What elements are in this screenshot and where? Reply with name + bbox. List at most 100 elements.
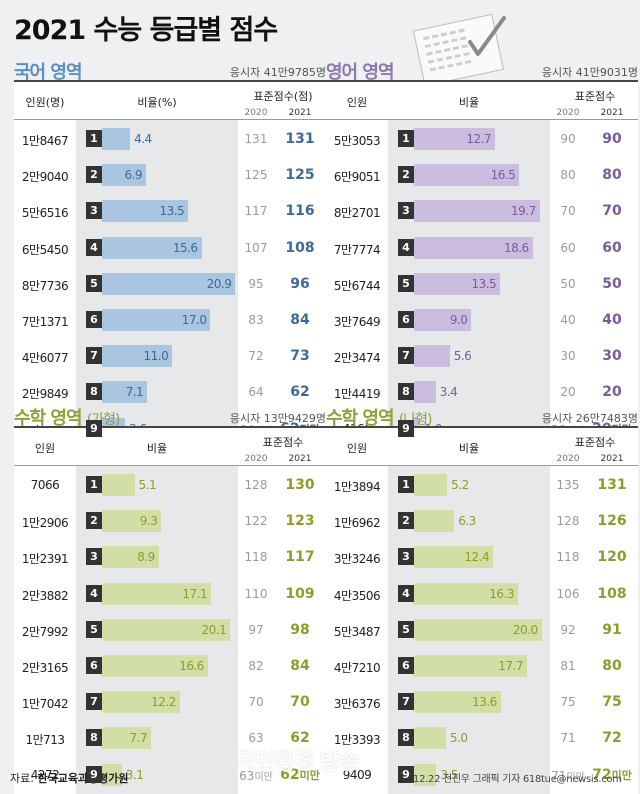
grade-label: 9 xyxy=(86,419,102,437)
score-2021-value: 80 xyxy=(602,658,622,674)
grade-row: 1만2391 3 8.9 118 117 xyxy=(14,542,326,572)
grade-row: 1만7042 7 12.2 70 70 xyxy=(14,687,326,717)
score-2020: 125 xyxy=(238,168,274,182)
bar-mark xyxy=(102,510,162,533)
grade-row: 6만9051 2 16.5 80 80 xyxy=(326,160,638,190)
value-label: 16.6 xyxy=(179,659,204,673)
grade-row: 6만5450 4 15.6 107 108 xyxy=(14,233,326,263)
grade-row: 3만6376 7 13.6 75 75 xyxy=(326,687,638,717)
score-2021: 30 xyxy=(586,348,638,364)
header-ratio: 비율 xyxy=(458,96,480,109)
header-year-2021: 2021 xyxy=(288,454,312,464)
score-2020-value: 118 xyxy=(244,550,268,565)
score-2021: 60 xyxy=(586,240,638,256)
grade-row: 1만2906 2 9.3 122 123 xyxy=(14,506,326,536)
value-label: 5.2 xyxy=(451,478,469,492)
count-label: 2만3882 xyxy=(21,588,69,603)
header-ratio: 비율 xyxy=(458,442,480,455)
header-people: 인원 xyxy=(346,442,368,455)
score-2021-value: 123 xyxy=(285,513,315,530)
value-label: 18.6 xyxy=(503,240,529,255)
grade-row: 1만8467 1 4.4 131 131 xyxy=(14,124,326,154)
score-2021-value: 50 xyxy=(602,275,622,292)
grade-row: 4만6077 7 11.0 72 73 xyxy=(14,341,326,371)
score-2021: 84 xyxy=(274,312,326,328)
score-2021-value: 96 xyxy=(290,275,310,292)
grade-row: 5만3053 1 12.7 90 90 xyxy=(326,124,638,154)
bar-mark xyxy=(102,200,189,223)
header-year-2020: 2020 xyxy=(556,454,580,464)
grade-label: 8 xyxy=(86,383,102,401)
value-label: 13.5 xyxy=(159,204,185,219)
value-label: 7.7 xyxy=(129,731,148,746)
score-2021: 20 xyxy=(586,384,638,400)
value-label: 17.0 xyxy=(181,313,207,327)
score-2020: 30 xyxy=(550,349,586,363)
score-2020: 81 xyxy=(550,659,586,673)
bar-mark xyxy=(414,474,448,496)
header-year-2020: 2020 xyxy=(556,108,580,118)
score-2021: 90 xyxy=(586,131,638,147)
count-label: 1만3894 xyxy=(333,480,381,494)
score-2020-value: 71 xyxy=(551,768,567,783)
score-2021: 91 xyxy=(586,622,638,638)
score-2021: 120 xyxy=(586,549,638,565)
value-label: 9.0 xyxy=(449,313,468,327)
score-2020: 128 xyxy=(238,478,274,492)
grade-row: 1만713 8 7.7 63 62 xyxy=(14,723,326,753)
grade-label: 4 xyxy=(398,238,414,256)
score-2020: 131 xyxy=(238,132,274,146)
grade-label: 5 xyxy=(86,274,102,292)
count-label: 2만3165 xyxy=(21,661,69,675)
score-2021: 70 xyxy=(586,203,638,219)
count-label: 1만3393 xyxy=(333,733,381,748)
bar-mark xyxy=(414,655,527,677)
score-2021: 131 xyxy=(586,477,638,493)
score-2020-value: 128 xyxy=(556,514,580,529)
value-label: 5.1 xyxy=(138,478,157,492)
score-2020-value: 63 xyxy=(248,731,264,746)
score-2021-value: 117 xyxy=(285,549,315,566)
value-label: 11.0 xyxy=(143,349,169,364)
grade-row: 8만7736 5 20.9 95 96 xyxy=(14,269,326,299)
bar-mark xyxy=(414,272,501,295)
score-2020-value: 128 xyxy=(244,478,268,492)
count-label: 8만2701 xyxy=(333,206,381,221)
score-2021: 126 xyxy=(586,513,638,529)
value-label: 3.4 xyxy=(439,385,458,400)
score-2020: 70 xyxy=(550,204,586,218)
score-2021-value: 125 xyxy=(285,167,315,184)
value-label: 13.5 xyxy=(471,276,497,291)
grade-label: 9 xyxy=(398,419,414,437)
score-2020-value: 30 xyxy=(560,349,576,364)
grade-row: 2만9849 8 7.1 64 62 xyxy=(14,377,326,407)
grade-label: 7 xyxy=(86,693,102,711)
count-label: 1만8467 xyxy=(21,134,69,148)
value-label: 15.6 xyxy=(172,240,198,255)
grade-label: 1 xyxy=(398,476,414,493)
test-takers-count: 응시자 41만9031명 xyxy=(541,66,638,79)
bar-mark xyxy=(414,200,540,223)
score-2020-value: 95 xyxy=(248,276,264,291)
count-label: 4만3506 xyxy=(333,588,381,603)
value-label: 4.4 xyxy=(134,132,152,146)
grade-label: 3 xyxy=(86,548,102,566)
panel-korean: 국어 영역 응시자 41만9785명 인원(명) 비율(%) 표준점수(점) 2020 20… xyxy=(14,58,326,448)
grade-row: 1만6962 2 6.3 128 126 xyxy=(326,506,638,536)
page-title: 2021 수능 등급별 점수 xyxy=(14,15,278,46)
count-label: 7066 xyxy=(30,478,60,492)
score-2020-value: 75 xyxy=(560,695,576,710)
score-2021: 96 xyxy=(274,276,326,292)
bar-mark xyxy=(414,309,472,331)
grade-label: 8 xyxy=(398,383,414,401)
header-std-score: 표준점수 xyxy=(574,436,616,449)
test-takers-count: 응시자 26만7483명 xyxy=(541,412,638,425)
header-std-score: 표준점수 xyxy=(262,436,304,449)
count-label: 6만9051 xyxy=(333,170,381,185)
score-2020-value: 70 xyxy=(248,695,264,710)
score-2021: 72 xyxy=(586,730,638,746)
score-2020-value: 106 xyxy=(556,586,580,601)
score-2021-value: 84 xyxy=(290,658,310,674)
score-2021-value: 80 xyxy=(602,167,622,184)
panel-title-main: 수학 영역 xyxy=(14,408,83,429)
